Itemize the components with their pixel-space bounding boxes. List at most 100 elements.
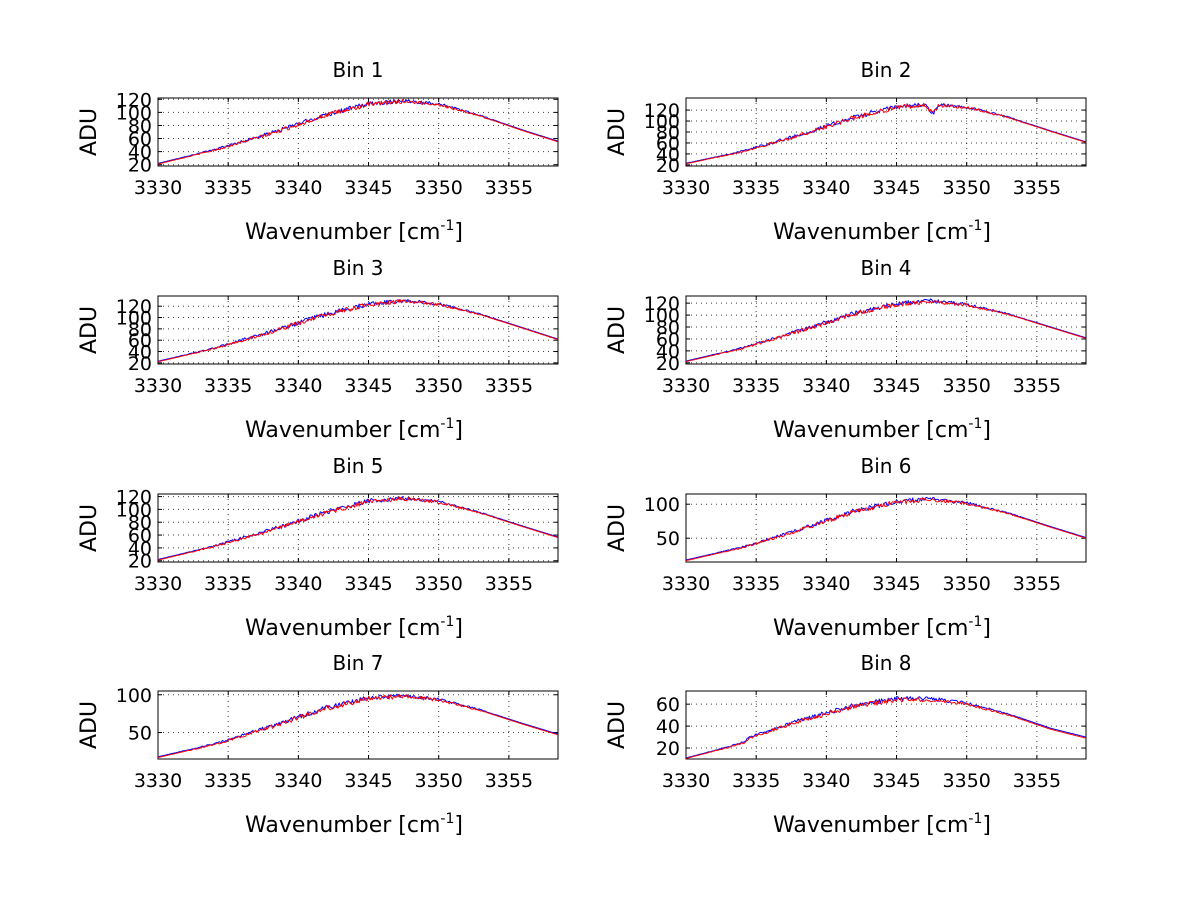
x-tick-label: 3330 — [134, 770, 182, 792]
subplot-6: Bin 6 3330 3335 3340 3345 3350 3355 50 100 ADU Wav… — [605, 454, 1087, 641]
chart-title: Bin 4 — [860, 256, 911, 280]
x-tick-label: 3340 — [274, 375, 322, 397]
x-tick-label: 3355 — [1013, 177, 1061, 199]
x-tick-label: 3355 — [1013, 573, 1061, 595]
x-axis-label: Wavenumber [cm-1] — [245, 811, 463, 838]
y-tick-label: 20 — [656, 155, 680, 177]
y-tick-label: 50 — [128, 723, 152, 745]
x-tick-label: 3340 — [802, 770, 850, 792]
y-tick-label: 80 — [128, 512, 152, 534]
y-tick-label: 100 — [644, 494, 680, 516]
subplot-5: Bin 5 3330 3335 3340 3345 3350 3355 20406080100… — [77, 454, 559, 641]
x-tick-label: 3330 — [134, 573, 182, 595]
x-axis-label: Wavenumber [cm-1] — [773, 218, 991, 245]
x-tick-label: 3340 — [802, 177, 850, 199]
x-tick-label: 3330 — [662, 770, 710, 792]
x-tick-label: 3345 — [872, 770, 920, 792]
y-tick-label: 20 — [128, 551, 152, 573]
chart-title: Bin 6 — [860, 454, 911, 478]
x-tick-label: 3350 — [943, 375, 991, 397]
y-tick-label: 40 — [656, 144, 680, 166]
x-tick-label: 3355 — [485, 177, 533, 199]
series-line — [158, 694, 558, 758]
x-tick-label: 3355 — [485, 375, 533, 397]
x-tick-label: 3335 — [204, 375, 252, 397]
series-line — [158, 496, 558, 561]
y-tick-label: 60 — [656, 329, 680, 351]
y-tick-label: 120 — [644, 100, 680, 122]
x-tick-label: 3340 — [274, 177, 322, 199]
subplot-2: Bin 2 3330 3335 3340 3345 3350 3355 20406080100… — [605, 58, 1087, 245]
series-line — [686, 697, 1086, 759]
subplot-4: Bin 4 3330 3335 3340 3345 3350 3355 20406080100… — [605, 256, 1087, 443]
x-tick-label: 3340 — [274, 573, 322, 595]
x-tick-label: 3330 — [134, 177, 182, 199]
x-tick-label: 3350 — [415, 770, 463, 792]
axes-box — [157, 97, 559, 167]
y-tick-label: 40 — [128, 538, 152, 560]
y-tick-label: 80 — [656, 317, 680, 339]
x-tick-label: 3340 — [274, 770, 322, 792]
y-tick-label: 80 — [128, 319, 152, 341]
chart-title: Bin 5 — [332, 454, 383, 478]
x-tick-label: 3345 — [872, 375, 920, 397]
x-tick-label: 3355 — [485, 770, 533, 792]
x-axis-label: Wavenumber [cm-1] — [245, 218, 463, 245]
series-line — [158, 99, 558, 165]
y-axis-label: ADU — [605, 306, 630, 354]
x-tick-label: 3340 — [802, 375, 850, 397]
y-tick-label: 40 — [656, 341, 680, 363]
y-axis-label: ADU — [77, 306, 102, 354]
y-tick-label: 20 — [656, 353, 680, 375]
y-axis-label: ADU — [77, 504, 102, 552]
x-tick-label: 3350 — [943, 177, 991, 199]
x-tick-label: 3345 — [344, 573, 392, 595]
chart-title: Bin 3 — [332, 256, 383, 280]
series-line — [686, 300, 1086, 363]
subplot-1: Bin 1 3330 3335 3340 3345 3350 3355 20406080100… — [77, 58, 559, 245]
y-tick-label: 20 — [128, 353, 152, 375]
chart-title: Bin 2 — [860, 58, 911, 82]
y-tick-label: 120 — [644, 293, 680, 315]
y-tick-label: 100 — [116, 308, 152, 330]
x-tick-label: 3350 — [943, 573, 991, 595]
x-tick-label: 3330 — [662, 573, 710, 595]
x-tick-label: 3335 — [204, 770, 252, 792]
y-tick-label: 60 — [656, 694, 680, 716]
y-tick-label: 60 — [128, 525, 152, 547]
x-tick-label: 3335 — [732, 375, 780, 397]
y-axis-label: ADU — [605, 108, 630, 156]
x-tick-label: 3345 — [344, 177, 392, 199]
x-tick-label: 3345 — [872, 573, 920, 595]
y-tick-label: 60 — [128, 129, 152, 151]
x-tick-label: 3350 — [415, 177, 463, 199]
chart-title: Bin 1 — [332, 58, 383, 82]
x-tick-label: 3335 — [732, 177, 780, 199]
y-tick-label: 100 — [644, 305, 680, 327]
x-tick-label: 3335 — [204, 177, 252, 199]
series-line — [158, 299, 558, 363]
series-line — [686, 102, 1086, 165]
x-tick-label: 3345 — [344, 770, 392, 792]
y-tick-label: 100 — [116, 685, 152, 707]
x-axis-label: Wavenumber [cm-1] — [245, 416, 463, 443]
chart-title: Bin 8 — [860, 651, 911, 675]
x-tick-label: 3350 — [415, 573, 463, 595]
subplot-7: Bin 7 3330 3335 3340 3345 3350 3355 50 100 ADU Wav… — [77, 651, 559, 838]
y-tick-label: 100 — [116, 499, 152, 521]
x-tick-label: 3350 — [943, 770, 991, 792]
y-tick-label: 120 — [116, 89, 152, 111]
y-tick-label: 50 — [656, 528, 680, 550]
y-axis-label: ADU — [77, 108, 102, 156]
x-axis-label: Wavenumber [cm-1] — [773, 811, 991, 838]
y-tick-label: 100 — [116, 102, 152, 124]
chart-title: Bin 7 — [332, 651, 383, 675]
y-tick-label: 60 — [656, 133, 680, 155]
x-tick-label: 3350 — [415, 375, 463, 397]
x-tick-label: 3330 — [662, 375, 710, 397]
y-tick-label: 20 — [128, 155, 152, 177]
y-axis-label: ADU — [77, 701, 102, 749]
axes-box — [685, 493, 1087, 563]
x-tick-label: 3355 — [1013, 375, 1061, 397]
